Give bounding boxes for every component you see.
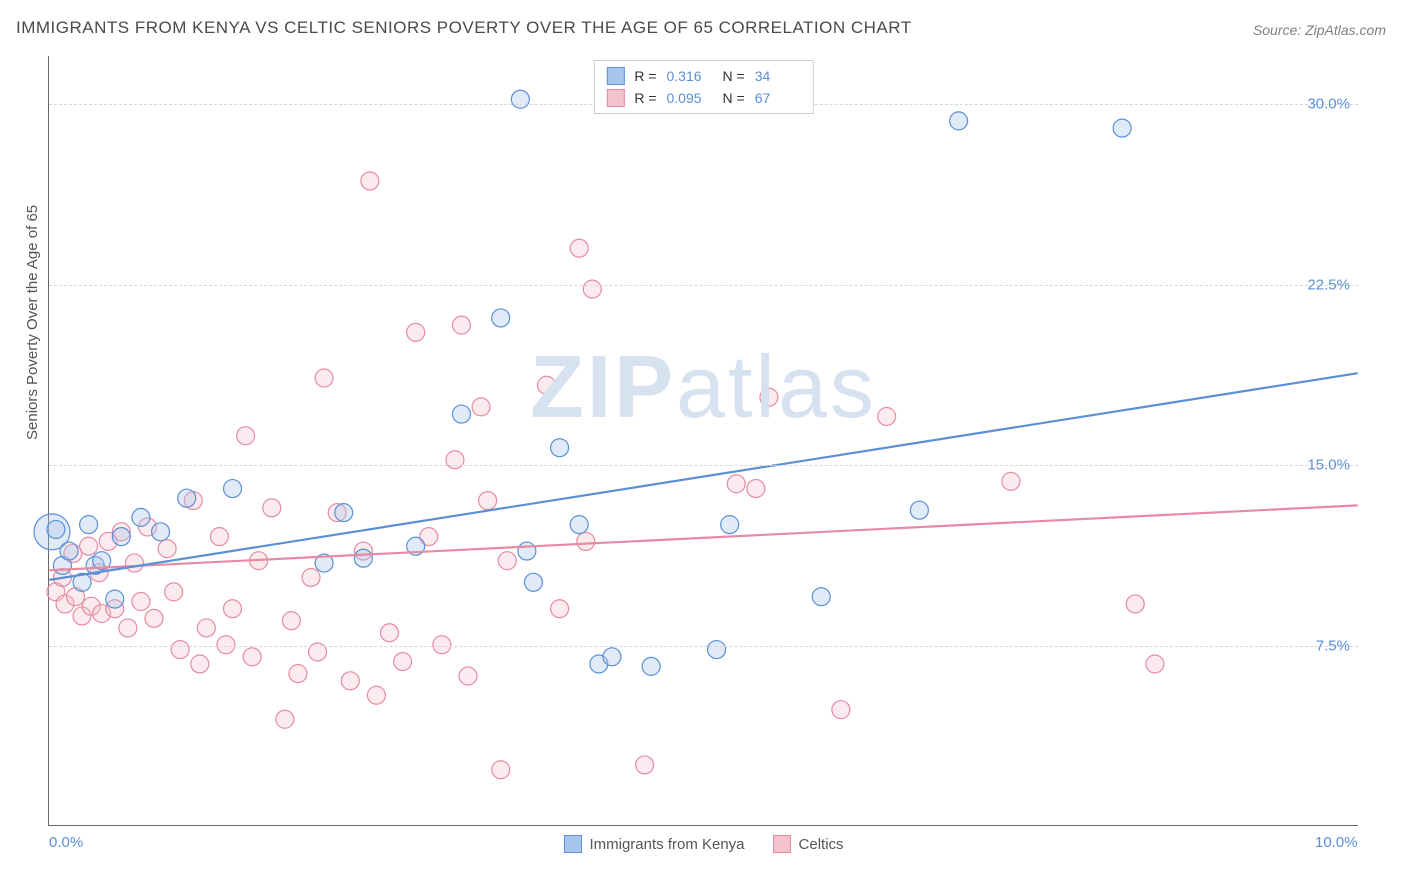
y-tick-label: 7.5% bbox=[1316, 637, 1350, 654]
correlation-legend: R = 0.316 N = 34 R = 0.095 N = 67 bbox=[593, 60, 813, 114]
legend-item-series2: Celtics bbox=[773, 835, 844, 853]
series-legend: Immigrants from Kenya Celtics bbox=[563, 835, 843, 853]
y-tick-label: 15.0% bbox=[1307, 457, 1350, 474]
swatch-icon bbox=[773, 835, 791, 853]
legend-row-series1: R = 0.316 N = 34 bbox=[602, 65, 804, 87]
chart-plot-area: ZIPatlas R = 0.316 N = 34 R = 0.095 N = … bbox=[48, 56, 1358, 826]
scatter-svg bbox=[49, 56, 1358, 825]
swatch-icon bbox=[563, 835, 581, 853]
x-tick-label: 0.0% bbox=[49, 834, 83, 851]
legend-item-series1: Immigrants from Kenya bbox=[563, 835, 744, 853]
y-tick-label: 22.5% bbox=[1307, 276, 1350, 293]
chart-title: IMMIGRANTS FROM KENYA VS CELTIC SENIORS … bbox=[16, 18, 912, 38]
legend-row-series2: R = 0.095 N = 67 bbox=[602, 87, 804, 109]
swatch-icon bbox=[606, 67, 624, 85]
y-tick-label: 30.0% bbox=[1307, 96, 1350, 113]
source-label: Source: ZipAtlas.com bbox=[1253, 22, 1386, 38]
swatch-icon bbox=[606, 89, 624, 107]
x-tick-label: 10.0% bbox=[1315, 834, 1358, 851]
y-axis-label: Seniors Poverty Over the Age of 65 bbox=[24, 205, 41, 440]
